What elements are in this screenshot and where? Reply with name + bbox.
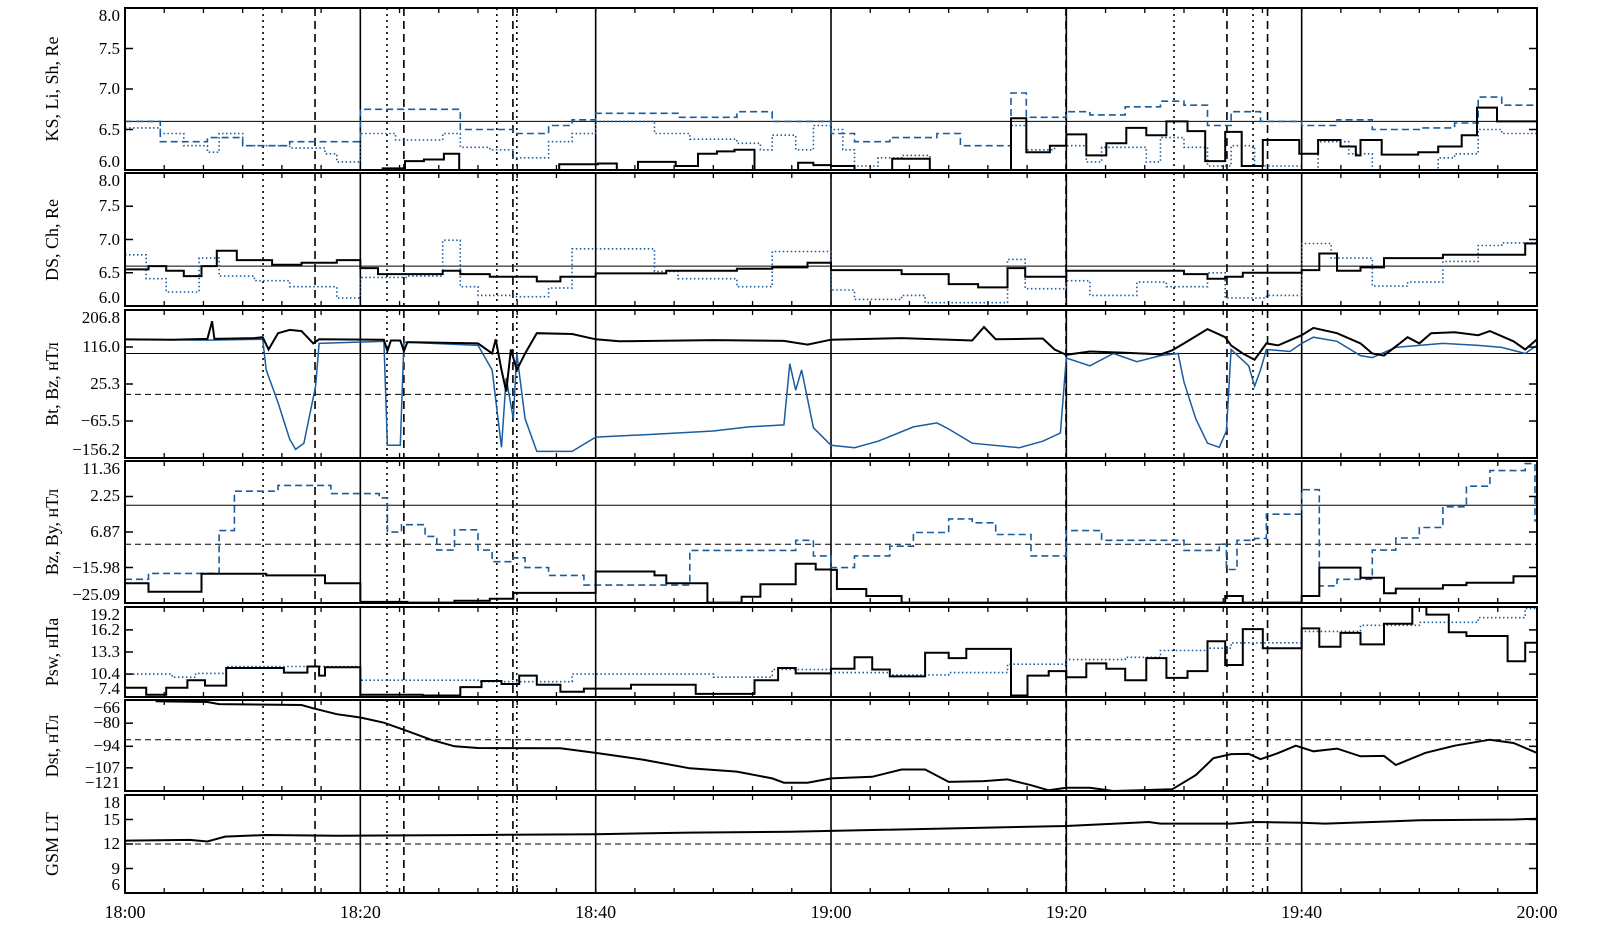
y-tick-label: 13.3 (90, 642, 120, 661)
series-bz-line (125, 562, 1537, 603)
y-tick-label: 2.25 (90, 486, 120, 506)
panel-5 (124, 606, 1538, 698)
y-tick-label: −25.09 (72, 585, 120, 604)
y-tick-label: −107 (84, 757, 120, 777)
series-bz-line (125, 336, 1537, 453)
y-axis-title: Bt, Bz, нТл (42, 342, 62, 426)
y-tick-label: 206.8 (81, 308, 120, 327)
series-unnamed-line (125, 607, 1537, 683)
series-by-line (125, 462, 1537, 587)
y-tick-label: 15 (103, 809, 120, 829)
series-ds-line (125, 242, 1537, 289)
y-tick-label: 7.5 (98, 196, 120, 216)
series-bt-line (125, 321, 1537, 392)
series-psw-line (125, 607, 1537, 697)
y-axis-title: GSM LT (42, 812, 62, 876)
y-tick-label: 18 (103, 793, 120, 812)
y-tick-label: 19.2 (90, 605, 120, 624)
y-tick-label: 6.0 (98, 152, 120, 171)
y-tick-label: −65.5 (80, 411, 120, 431)
panel-2 (124, 172, 1538, 307)
y-tick-label: −66 (93, 698, 120, 717)
y-tick-label: 16.2 (90, 619, 120, 639)
y-axis-title: DS, Ch, Re (42, 198, 62, 281)
y-tick-label: 6.87 (90, 522, 120, 542)
y-tick-label: 8.0 (98, 6, 120, 25)
panel-7 (124, 794, 1538, 894)
y-tick-label: 6.5 (98, 119, 120, 139)
panel-4 (124, 460, 1538, 604)
panel-6 (124, 699, 1538, 792)
panel-1 (124, 7, 1538, 171)
y-tick-label: 7.5 (98, 38, 120, 58)
y-tick-label: 6.0 (98, 288, 120, 307)
series-ks-line (360, 106, 1537, 170)
panel-3 (124, 309, 1538, 459)
y-tick-label: 7.0 (98, 229, 120, 249)
y-tick-label: 6 (111, 875, 121, 894)
series-sh-line (125, 92, 1537, 147)
x-tick-label: 19:00 (810, 902, 852, 922)
x-tick-label: 18:00 (104, 902, 146, 922)
y-tick-label: −80 (93, 713, 120, 733)
y-tick-label: 11.36 (82, 459, 120, 478)
y-tick-label: 12 (103, 834, 120, 853)
y-tick-label: 25.3 (90, 374, 120, 393)
series-gsm-lt-line (125, 817, 1537, 843)
y-tick-label: 116.0 (82, 337, 120, 357)
x-tick-label: 20:00 (1516, 902, 1558, 922)
y-tick-label: 6.5 (98, 262, 120, 282)
series-ch-line (125, 239, 1537, 304)
x-tick-label: 19:40 (1281, 902, 1323, 922)
y-tick-label: 7.0 (98, 79, 120, 98)
y-tick-label: −15.98 (72, 557, 120, 577)
y-tick-label: 8.0 (98, 171, 120, 190)
x-tick-label: 19:20 (1045, 902, 1087, 922)
y-tick-label: 10.4 (90, 664, 120, 684)
x-tick-label: 18:40 (575, 902, 617, 922)
y-tick-label: 9 (111, 858, 121, 878)
y-tick-label: −94 (93, 736, 120, 756)
y-tick-label: −121 (84, 773, 120, 792)
x-tick-label: 18:20 (339, 902, 381, 922)
series-dst-line (155, 700, 1537, 791)
y-tick-label: 7.4 (98, 679, 120, 698)
y-tick-label: −156.2 (72, 440, 120, 459)
y-axis-title: KS, Li, Sh, Re (42, 36, 62, 142)
